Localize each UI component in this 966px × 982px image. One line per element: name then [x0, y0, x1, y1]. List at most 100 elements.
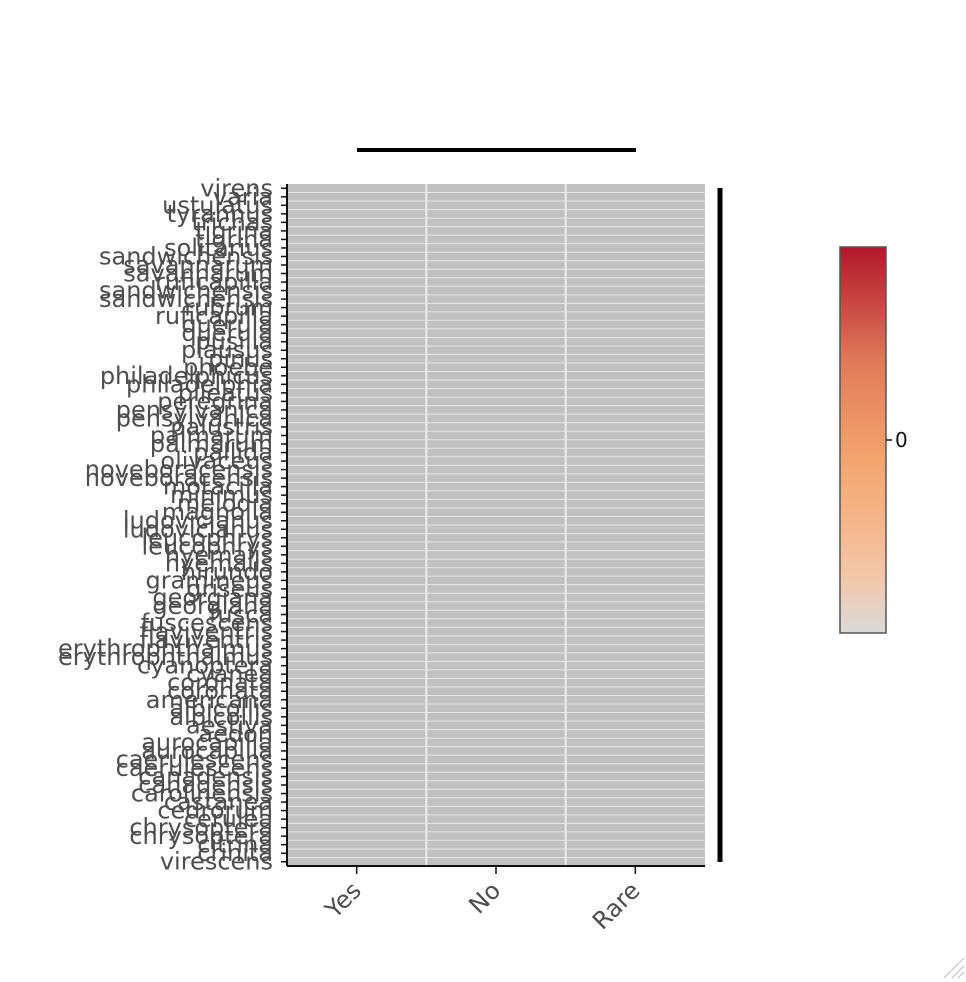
- y-tick-label: peregrina: [157, 387, 273, 415]
- heatmap-cell: [287, 286, 427, 295]
- colorbar-gradient: [839, 246, 887, 634]
- heatmap-cell: [426, 584, 566, 594]
- heatmap-cell: [565, 311, 705, 321]
- heatmap-cell: [426, 243, 566, 253]
- heatmap-cell: [565, 499, 705, 508]
- y-tick-label: aestiva: [186, 711, 273, 739]
- heatmap-cell: [565, 269, 705, 278]
- heatmap-cell: [287, 235, 427, 244]
- heatmap-cell: [565, 277, 705, 287]
- y-tick-label: palmarum: [150, 421, 273, 449]
- heatmap-cell: [565, 456, 705, 466]
- heatmap-cell: [565, 686, 705, 696]
- heatmap-cell: [287, 439, 427, 449]
- heatmap-cell: [565, 328, 705, 338]
- y-tick-label: tyrannus: [167, 200, 273, 228]
- heatmap-cell: [287, 729, 427, 739]
- heatmap-cell: [426, 738, 566, 747]
- heatmap-cell: [565, 286, 705, 295]
- heatmap-cell: [287, 448, 427, 457]
- y-tick-label: caerulescens: [116, 754, 273, 782]
- heatmap-cell: [426, 184, 566, 193]
- y-tick-label: hyemalis: [165, 541, 273, 569]
- y-tick-label: caerulescens: [116, 745, 273, 773]
- heatmap-cell: [287, 618, 427, 628]
- heatmap-cell: [565, 669, 705, 679]
- heatmap-cell: [287, 584, 427, 594]
- heatmap-cell: [565, 721, 705, 730]
- y-tick-label: citrina: [197, 831, 273, 859]
- heatmap-cell: [565, 678, 705, 687]
- heatmap-cell: [565, 823, 705, 832]
- heatmap-cell: [426, 559, 566, 568]
- y-tick-label: querula: [181, 311, 273, 339]
- y-tick-label: hyemalis: [165, 549, 273, 577]
- heatmap-cell: [565, 729, 705, 739]
- heatmap-cell: [287, 414, 427, 423]
- heatmap-cell: [287, 465, 427, 474]
- y-tick-label: ustulatus: [162, 191, 273, 219]
- colorbar: 0: [839, 246, 908, 634]
- heatmap-cell: [565, 618, 705, 628]
- heatmap-cell: [287, 542, 427, 551]
- x-tick-label: No: [463, 876, 506, 919]
- heatmap-cell: [287, 456, 427, 466]
- y-axis: virensvariaustulatustyrannustrichastigri…: [58, 174, 287, 876]
- resize-grip-icon[interactable]: [943, 957, 965, 979]
- heatmap-cell: [426, 448, 566, 457]
- heatmap-cell: [565, 840, 705, 849]
- heatmap-cell: [287, 516, 427, 525]
- y-tick-label: albicollis: [169, 694, 273, 722]
- y-tick-label: varia: [213, 183, 273, 211]
- heatmap-cell: [287, 482, 427, 491]
- heatmap-cell: [565, 704, 705, 713]
- heatmap-cell: [426, 755, 566, 764]
- heatmap-cell: [426, 260, 566, 270]
- heatmap-cell: [287, 269, 427, 278]
- heatmap-cell: [426, 320, 566, 329]
- heatmap-cell: [426, 789, 566, 798]
- heatmap-cell: [565, 431, 705, 440]
- heatmap-cell: [287, 243, 427, 253]
- heatmap-cell: [287, 533, 427, 543]
- heatmap-cell: [287, 337, 427, 346]
- heatmap-cell: [287, 738, 427, 747]
- y-tick-label: erythrophthalmus: [58, 643, 273, 671]
- heatmap-cell: [287, 721, 427, 730]
- heatmap-cell: [426, 797, 566, 807]
- y-tick-label: ludovicianus: [123, 515, 273, 543]
- heatmap-cell: [426, 388, 566, 398]
- heatmap-cell: [287, 490, 427, 500]
- heatmap-cell: [287, 303, 427, 312]
- heatmap-cell: [565, 414, 705, 423]
- heatmap-cell: [287, 797, 427, 807]
- heatmap-cell: [287, 857, 427, 866]
- y-tick-label: philadelphicus: [100, 362, 273, 390]
- y-tick-label: pusilla: [195, 328, 273, 356]
- y-tick-label: cerulea: [184, 805, 273, 833]
- heatmap-cell: [287, 772, 427, 781]
- heatmap-cell: [426, 542, 566, 551]
- heatmap-cell: [426, 840, 566, 849]
- heatmap-cell: [565, 380, 705, 389]
- heatmap-cell: [426, 780, 566, 790]
- heatmap-cell: [565, 388, 705, 398]
- heatmap-cell: [426, 218, 566, 227]
- heatmap-cell: [565, 806, 705, 815]
- heatmap-cell: [287, 431, 427, 440]
- heatmap-cell: [426, 831, 566, 841]
- y-tick-label: motacilla: [163, 473, 273, 501]
- heatmap-cell: [426, 286, 566, 295]
- heatmap-cell: [426, 695, 566, 705]
- heatmap-cell: [426, 704, 566, 713]
- heatmap-cell: [287, 831, 427, 841]
- heatmap-cell: [287, 422, 427, 432]
- y-tick-label: savannarum: [123, 260, 273, 288]
- y-tick-label: georgiana: [152, 583, 273, 611]
- y-tick-label: noveboracensis: [85, 456, 273, 484]
- heatmap-cell: [426, 277, 566, 287]
- heatmap-cell: [565, 831, 705, 841]
- y-tick-label: sandwichensis: [99, 242, 273, 270]
- y-tick-label: ludovicianus: [123, 507, 273, 535]
- heatmap-cell: [426, 678, 566, 687]
